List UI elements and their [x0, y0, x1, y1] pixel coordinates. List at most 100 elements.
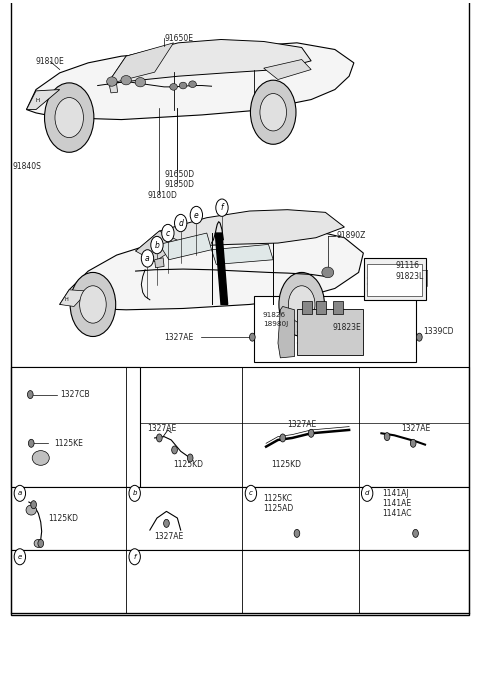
- Circle shape: [245, 485, 257, 501]
- Circle shape: [410, 439, 416, 448]
- Ellipse shape: [26, 505, 36, 515]
- FancyBboxPatch shape: [12, 550, 468, 614]
- Text: 91810E: 91810E: [36, 57, 65, 66]
- Polygon shape: [136, 231, 183, 262]
- Ellipse shape: [179, 82, 187, 89]
- Polygon shape: [60, 290, 88, 306]
- Text: c: c: [249, 491, 253, 497]
- Circle shape: [250, 333, 255, 341]
- Circle shape: [384, 433, 390, 441]
- Ellipse shape: [189, 81, 196, 87]
- Text: 1327AE: 1327AE: [147, 424, 177, 433]
- FancyBboxPatch shape: [301, 301, 312, 314]
- Text: c: c: [166, 229, 170, 238]
- Circle shape: [151, 236, 163, 254]
- Ellipse shape: [34, 539, 43, 547]
- FancyBboxPatch shape: [367, 264, 422, 296]
- Circle shape: [361, 485, 373, 501]
- Circle shape: [14, 485, 25, 501]
- Text: 1327AE: 1327AE: [401, 424, 431, 433]
- Text: 1141AC: 1141AC: [383, 509, 412, 518]
- Text: 91650D: 91650D: [164, 170, 194, 180]
- Circle shape: [294, 530, 300, 538]
- Text: f: f: [221, 203, 223, 212]
- Text: 1125KC: 1125KC: [263, 493, 292, 503]
- Text: 1327AE: 1327AE: [164, 332, 193, 342]
- Circle shape: [187, 454, 193, 462]
- Circle shape: [80, 286, 106, 323]
- Polygon shape: [212, 244, 273, 264]
- Circle shape: [216, 199, 228, 216]
- Circle shape: [417, 333, 422, 341]
- Circle shape: [156, 434, 162, 442]
- Text: f: f: [133, 554, 136, 560]
- Polygon shape: [216, 233, 228, 304]
- Text: 91810D: 91810D: [147, 190, 177, 199]
- Text: 1327AE: 1327AE: [155, 532, 184, 541]
- Text: d: d: [178, 219, 183, 227]
- Text: b: b: [132, 491, 137, 497]
- Text: a: a: [145, 254, 150, 263]
- Circle shape: [413, 530, 419, 538]
- Circle shape: [288, 286, 315, 323]
- Circle shape: [31, 501, 36, 509]
- Ellipse shape: [135, 77, 145, 87]
- Text: 1141AJ: 1141AJ: [383, 489, 409, 498]
- FancyBboxPatch shape: [316, 301, 326, 314]
- Polygon shape: [107, 40, 311, 84]
- Circle shape: [27, 390, 33, 398]
- Circle shape: [14, 548, 25, 565]
- Text: d: d: [365, 491, 370, 497]
- FancyBboxPatch shape: [364, 258, 426, 299]
- Circle shape: [280, 434, 286, 442]
- Text: 1125KD: 1125KD: [48, 513, 78, 522]
- Ellipse shape: [322, 267, 334, 278]
- Ellipse shape: [107, 77, 117, 86]
- FancyBboxPatch shape: [254, 296, 416, 362]
- Circle shape: [55, 98, 84, 137]
- Text: 91890Z: 91890Z: [336, 232, 366, 240]
- Polygon shape: [159, 233, 212, 260]
- Ellipse shape: [32, 451, 49, 465]
- Ellipse shape: [170, 83, 178, 90]
- Text: 91826: 91826: [263, 312, 286, 318]
- Circle shape: [279, 273, 324, 336]
- FancyBboxPatch shape: [12, 367, 468, 487]
- FancyBboxPatch shape: [12, 367, 140, 487]
- Polygon shape: [26, 90, 60, 110]
- Circle shape: [164, 520, 169, 528]
- Circle shape: [141, 250, 154, 267]
- Circle shape: [28, 439, 34, 448]
- Polygon shape: [26, 43, 354, 120]
- Text: 91840S: 91840S: [12, 162, 41, 171]
- Text: 1125AD: 1125AD: [263, 503, 293, 513]
- Circle shape: [175, 215, 187, 232]
- Polygon shape: [107, 43, 174, 84]
- Text: 91850D: 91850D: [164, 180, 194, 190]
- Circle shape: [172, 446, 178, 454]
- Polygon shape: [60, 229, 363, 310]
- FancyBboxPatch shape: [297, 309, 363, 355]
- Circle shape: [162, 224, 174, 242]
- Text: 1125KD: 1125KD: [271, 460, 301, 469]
- Text: 18980J: 18980J: [263, 322, 288, 328]
- Text: H: H: [65, 297, 69, 302]
- Text: b: b: [155, 240, 159, 250]
- Polygon shape: [278, 306, 295, 358]
- Text: e: e: [18, 554, 22, 560]
- Text: a: a: [18, 491, 22, 497]
- Polygon shape: [136, 210, 344, 251]
- Circle shape: [260, 94, 287, 131]
- Text: 91823E: 91823E: [333, 322, 361, 332]
- FancyBboxPatch shape: [12, 487, 468, 550]
- Text: 1125KE: 1125KE: [54, 439, 83, 448]
- Text: 1339CD: 1339CD: [423, 326, 454, 336]
- Polygon shape: [109, 84, 118, 93]
- Circle shape: [190, 207, 203, 223]
- Ellipse shape: [121, 75, 132, 85]
- Circle shape: [45, 83, 94, 152]
- Text: 91650E: 91650E: [164, 34, 193, 42]
- Circle shape: [38, 539, 44, 547]
- Polygon shape: [155, 258, 164, 268]
- Text: 91823L: 91823L: [396, 272, 424, 281]
